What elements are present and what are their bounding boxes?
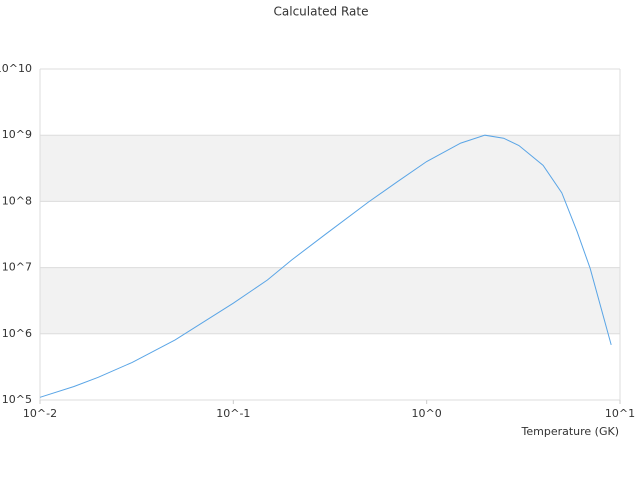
- x-tick-label: 10^0: [412, 407, 442, 420]
- y-tick-label: 10^5: [2, 393, 32, 406]
- y-tick-label: 10^10: [0, 62, 32, 75]
- y-tick-label: 10^7: [2, 261, 32, 274]
- grid-band: [40, 267, 620, 334]
- y-tick-label: 10^6: [2, 327, 32, 340]
- y-tick-label: 10^9: [2, 128, 32, 141]
- grid-band: [40, 135, 620, 202]
- chart-title: Calculated Rate: [274, 5, 369, 19]
- x-tick-label: 10^-2: [23, 407, 57, 420]
- x-tick-label: 10^-1: [216, 407, 250, 420]
- x-tick-label: 10^1: [605, 407, 635, 420]
- y-tick-label: 10^8: [2, 194, 32, 207]
- data-line: [39, 134, 612, 398]
- x-axis-label: Temperature (GK): [521, 425, 620, 438]
